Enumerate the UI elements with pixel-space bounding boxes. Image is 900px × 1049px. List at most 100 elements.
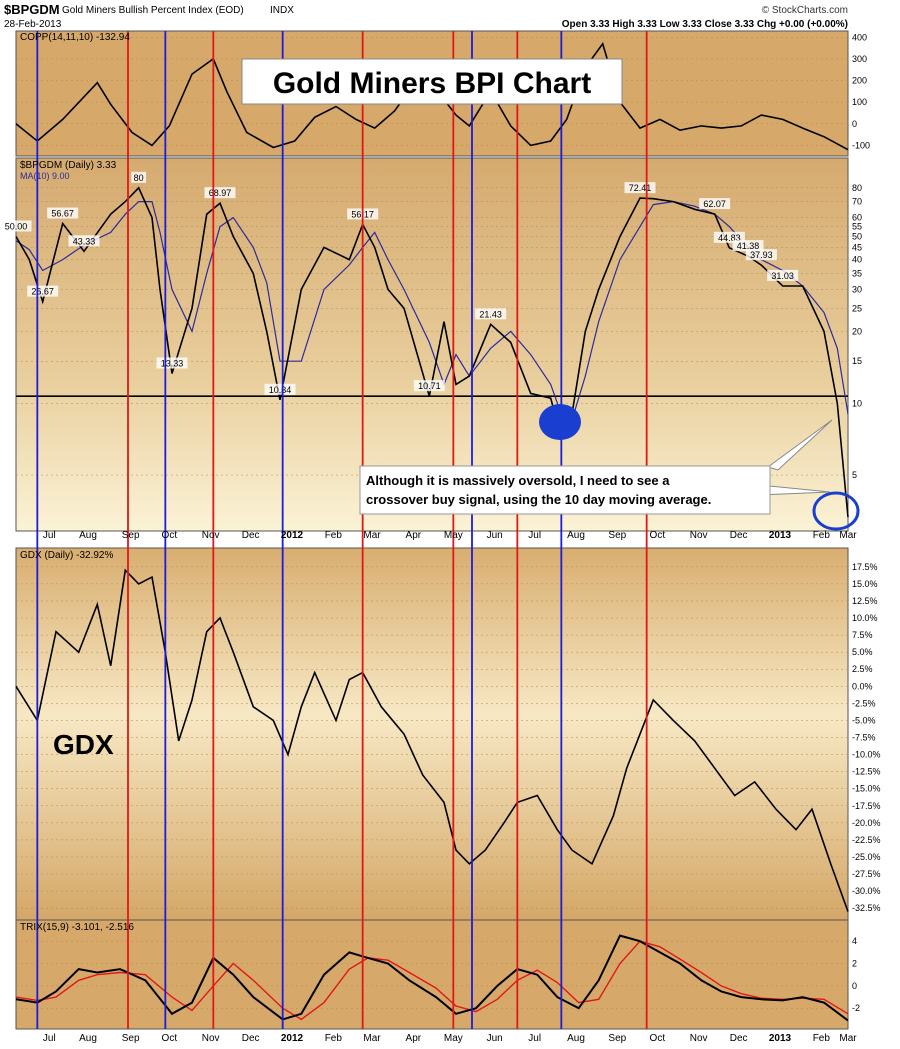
x-tick-label: Feb (813, 530, 831, 541)
coppock-tick-label: 100 (852, 97, 867, 107)
bpgdm-data-label-bg (156, 357, 188, 369)
coppock-tick-label: 0 (852, 119, 857, 129)
x-tick-label: Nov (202, 530, 220, 541)
gdx-panel (15, 547, 849, 921)
annotation-callout: Although it is massively oversold, I nee… (359, 419, 833, 515)
credit: © StockCharts.com (762, 5, 848, 16)
bpgdm-data-label: 37.93 (750, 250, 773, 260)
gdx-tick-label: -22.5% (852, 835, 881, 845)
gdx-line (15, 568, 849, 912)
x-tick-label: Feb (325, 1033, 343, 1044)
current-oversold-circle (812, 491, 860, 531)
title-box: Gold Miners BPI Chart (241, 58, 623, 105)
trix-tick-label: -2 (852, 1003, 860, 1013)
trix-line (15, 934, 849, 1022)
bpgdm-data-label-bg (413, 380, 445, 392)
bpgdm-data-label: 43.33 (73, 236, 96, 246)
trix-tick-label: 2 (852, 959, 857, 969)
x-tick-label: Jul (528, 530, 541, 541)
bpgdm-data-label-bg (475, 308, 507, 320)
trix-signal-line (15, 940, 849, 1021)
ma-legend: MA(10) 9.00 (20, 171, 70, 181)
x-tick-label: Feb (813, 1033, 831, 1044)
bpgdm-data-label-bg (131, 171, 147, 183)
bpgdm-data-label-bg (767, 269, 799, 281)
bpgdm-data-label-bg (264, 383, 296, 395)
bpgdm-data-label: 10.71 (418, 381, 441, 391)
bpgdm-tick-label: 30 (852, 284, 862, 294)
title-box-frame (241, 58, 623, 105)
bpgdm-tick-label: 50 (852, 232, 862, 242)
x-tick-label: 2013 (769, 530, 792, 541)
bpgdm-data-label: 62.07 (703, 199, 726, 209)
x-tick-label: May (444, 1033, 463, 1044)
x-tick-label: Oct (650, 1033, 666, 1044)
bpgdm-data-label: 31.03 (771, 271, 794, 281)
bpgdm-data-label: 13.33 (161, 358, 184, 368)
bpgdm-data-label-bg (47, 207, 79, 219)
bpgdm-tick-label: 80 (852, 183, 862, 193)
bpgdm-data-label: 56.67 (51, 209, 74, 219)
x-tick-label: Sep (122, 530, 140, 541)
gdx-tick-label: 10.0% (852, 613, 878, 623)
bpgdm-data-label: 26.67 (31, 287, 54, 297)
bpgdm-data-label: 72.41 (629, 183, 652, 193)
bpgdm-tick-label: 20 (852, 326, 862, 336)
gdx-tick-label: 2.5% (852, 664, 873, 674)
trix-tick-label: 0 (852, 981, 857, 991)
bpgdm-tick-label: 55 (852, 222, 862, 232)
x-tick-label: Jul (43, 530, 56, 541)
x-tick-label: Sep (608, 530, 626, 541)
header: $BPGDM Gold Miners Bullish Percent Index… (4, 2, 848, 30)
callout-pointer-top (766, 419, 833, 471)
gdx-tick-label: -12.5% (852, 767, 881, 777)
x-tick-label: Jun (487, 1033, 503, 1044)
gdx-tick-label: 12.5% (852, 596, 878, 606)
x-tick-label: Oct (650, 530, 666, 541)
x-tick-label: Dec (730, 530, 748, 541)
x-tick-label: Mar (839, 1033, 857, 1044)
symbol: $BPGDM (4, 2, 60, 17)
legends: COPP(14,11,10) -132.94 $BPGDM (Daily) 3.… (20, 32, 134, 933)
coppock-tick-label: 200 (852, 76, 867, 86)
gdx-tick-label: -7.5% (852, 733, 876, 743)
x-tick-label: Aug (567, 530, 585, 541)
bpgdm-data-label: 41.38 (737, 241, 760, 251)
x-tick-label: Oct (162, 530, 178, 541)
bpgdm-tick-label: 35 (852, 268, 862, 278)
gdx-tick-label: -17.5% (852, 801, 881, 811)
gdx-tick-label: -27.5% (852, 869, 881, 879)
x-tick-label: Apr (406, 1033, 422, 1044)
bpgdm-data-label-bg (624, 182, 656, 194)
gdx-tick-label: -5.0% (852, 715, 876, 725)
x-tick-label: Mar (839, 530, 857, 541)
bpgdm-data-label: 21.43 (479, 309, 502, 319)
bpgdm-data-label: 80 (134, 173, 144, 183)
x-tick-label: Jul (43, 1033, 56, 1044)
bpgdm-tick-label: 25 (852, 303, 862, 313)
bpgdm-tick-label: 15 (852, 356, 862, 366)
gdx-big-label: GDX (53, 729, 114, 760)
bpgdm-line (15, 186, 849, 518)
gdx-tick-label: -10.0% (852, 750, 881, 760)
bpgdm-tick-label: 40 (852, 255, 862, 265)
bpgdm-tick-label: 70 (852, 197, 862, 207)
gdx-tick-label: -20.0% (852, 818, 881, 828)
x-tick-label: Aug (567, 1033, 585, 1044)
gdx-tick-label: 17.5% (852, 562, 878, 572)
date: 28-Feb-2013 (4, 19, 62, 30)
x-tick-label: Dec (242, 1033, 260, 1044)
x-tick-label: Apr (406, 530, 422, 541)
x-tick-label: Mar (363, 1033, 381, 1044)
trix-tick-label: 4 (852, 936, 857, 946)
gdx-tick-label: -32.5% (852, 903, 881, 913)
ma10-line (15, 200, 849, 421)
x-tick-label: Sep (122, 1033, 140, 1044)
x-tick-label: Jun (487, 530, 503, 541)
x-tick-label: Sep (608, 1033, 626, 1044)
bpgdm-data-label-bg (68, 235, 100, 247)
bpgdm-data-label-bg (699, 198, 731, 210)
bpgdm-data-label-bg (732, 240, 764, 252)
x-tick-label: Nov (202, 1033, 220, 1044)
bpgdm-tick-label: 60 (852, 213, 862, 223)
